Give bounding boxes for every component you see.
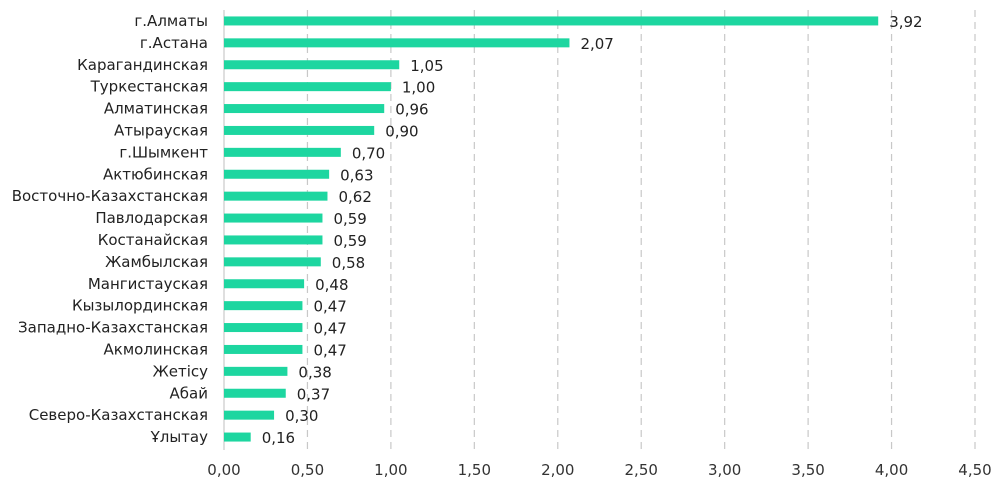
category-label: Карагандинская xyxy=(77,56,208,74)
bar xyxy=(224,38,570,48)
value-label: 0,38 xyxy=(298,363,331,381)
category-label: Павлодарская xyxy=(95,209,208,227)
x-tick-label: 1,00 xyxy=(374,461,407,479)
x-tick-label: 2,00 xyxy=(541,461,574,479)
value-label: 0,16 xyxy=(262,429,295,447)
x-tick-label: 0,00 xyxy=(207,461,240,479)
bar xyxy=(224,104,385,114)
value-label: 3,92 xyxy=(889,13,922,31)
value-label: 0,58 xyxy=(332,254,365,272)
bars xyxy=(224,16,879,442)
category-label: Костанайская xyxy=(98,231,208,249)
value-label: 1,05 xyxy=(410,57,443,75)
value-label: 0,37 xyxy=(297,385,330,403)
category-label: Жамбылская xyxy=(105,253,208,271)
value-label: 0,47 xyxy=(313,341,346,359)
x-tick-label: 4,50 xyxy=(958,461,991,479)
category-label: Абай xyxy=(170,384,208,402)
category-label: г.Шымкент xyxy=(119,143,208,161)
category-label: Актюбинская xyxy=(103,165,208,183)
category-label: г.Алматы xyxy=(134,12,208,30)
category-label: Жетісу xyxy=(153,362,209,380)
bar xyxy=(224,82,391,92)
bar xyxy=(224,147,341,157)
x-tick-label: 0,50 xyxy=(291,461,324,479)
category-label: Атырауская xyxy=(114,121,208,139)
category-label: Алматинская xyxy=(104,100,208,118)
value-label: 0,63 xyxy=(340,166,373,184)
category-label: Западно-Казахстанская xyxy=(18,319,208,337)
category-label: Туркестанская xyxy=(90,78,208,96)
value-label: 1,00 xyxy=(402,79,435,97)
x-tick-label: 1,50 xyxy=(458,461,491,479)
category-label: Ұлытау xyxy=(150,428,209,446)
bar xyxy=(224,257,321,267)
category-label: Северо-Казахстанская xyxy=(29,406,208,424)
gridlines xyxy=(306,10,976,450)
bar xyxy=(224,16,879,26)
bar xyxy=(224,323,303,333)
value-label: 0,96 xyxy=(395,101,428,119)
bar xyxy=(224,213,323,223)
bar xyxy=(224,60,400,70)
value-label: 0,48 xyxy=(315,276,348,294)
category-labels: г.Алматы г.Астана Карагандинская Туркестанс… xyxy=(12,12,209,446)
bar xyxy=(224,125,375,135)
value-label: 0,59 xyxy=(333,210,366,228)
bar xyxy=(224,388,286,398)
x-tick-label: 3,50 xyxy=(791,461,824,479)
bar xyxy=(224,410,275,420)
value-label: 2,07 xyxy=(580,35,613,53)
bar xyxy=(224,235,323,245)
bar xyxy=(224,301,303,311)
value-label: 0,30 xyxy=(285,407,318,425)
bar xyxy=(224,279,305,289)
category-label: Восточно-Казахстанская xyxy=(12,187,208,205)
x-tick-label: 3,00 xyxy=(708,461,741,479)
category-label: Мангистауская xyxy=(88,275,208,293)
x-tick-label: 2,50 xyxy=(625,461,658,479)
x-tick-labels: 0,00 0,50 1,00 1,50 2,00 2,50 3,00 3,50 4,00 4,50 xyxy=(207,461,991,479)
value-label: 0,47 xyxy=(313,298,346,316)
value-label: 0,47 xyxy=(313,320,346,338)
x-tick-label: 4,00 xyxy=(875,461,908,479)
value-labels: 3,92 2,07 1,05 1,00 0,96 0,900,70 0,63 0,62 0,59… xyxy=(262,13,923,447)
bar xyxy=(224,366,288,376)
category-label: Кызылординская xyxy=(72,297,208,315)
category-label: Акмолинская xyxy=(104,340,208,358)
value-label: 0,62 xyxy=(338,188,371,206)
value-label: 0,70 xyxy=(352,144,385,162)
bar xyxy=(224,344,303,354)
bar xyxy=(224,191,328,201)
value-label: 0,90 xyxy=(385,122,418,140)
value-label: 0,59 xyxy=(333,232,366,250)
bar xyxy=(224,169,330,179)
category-label: г.Астана xyxy=(140,34,208,52)
bar xyxy=(224,432,251,442)
